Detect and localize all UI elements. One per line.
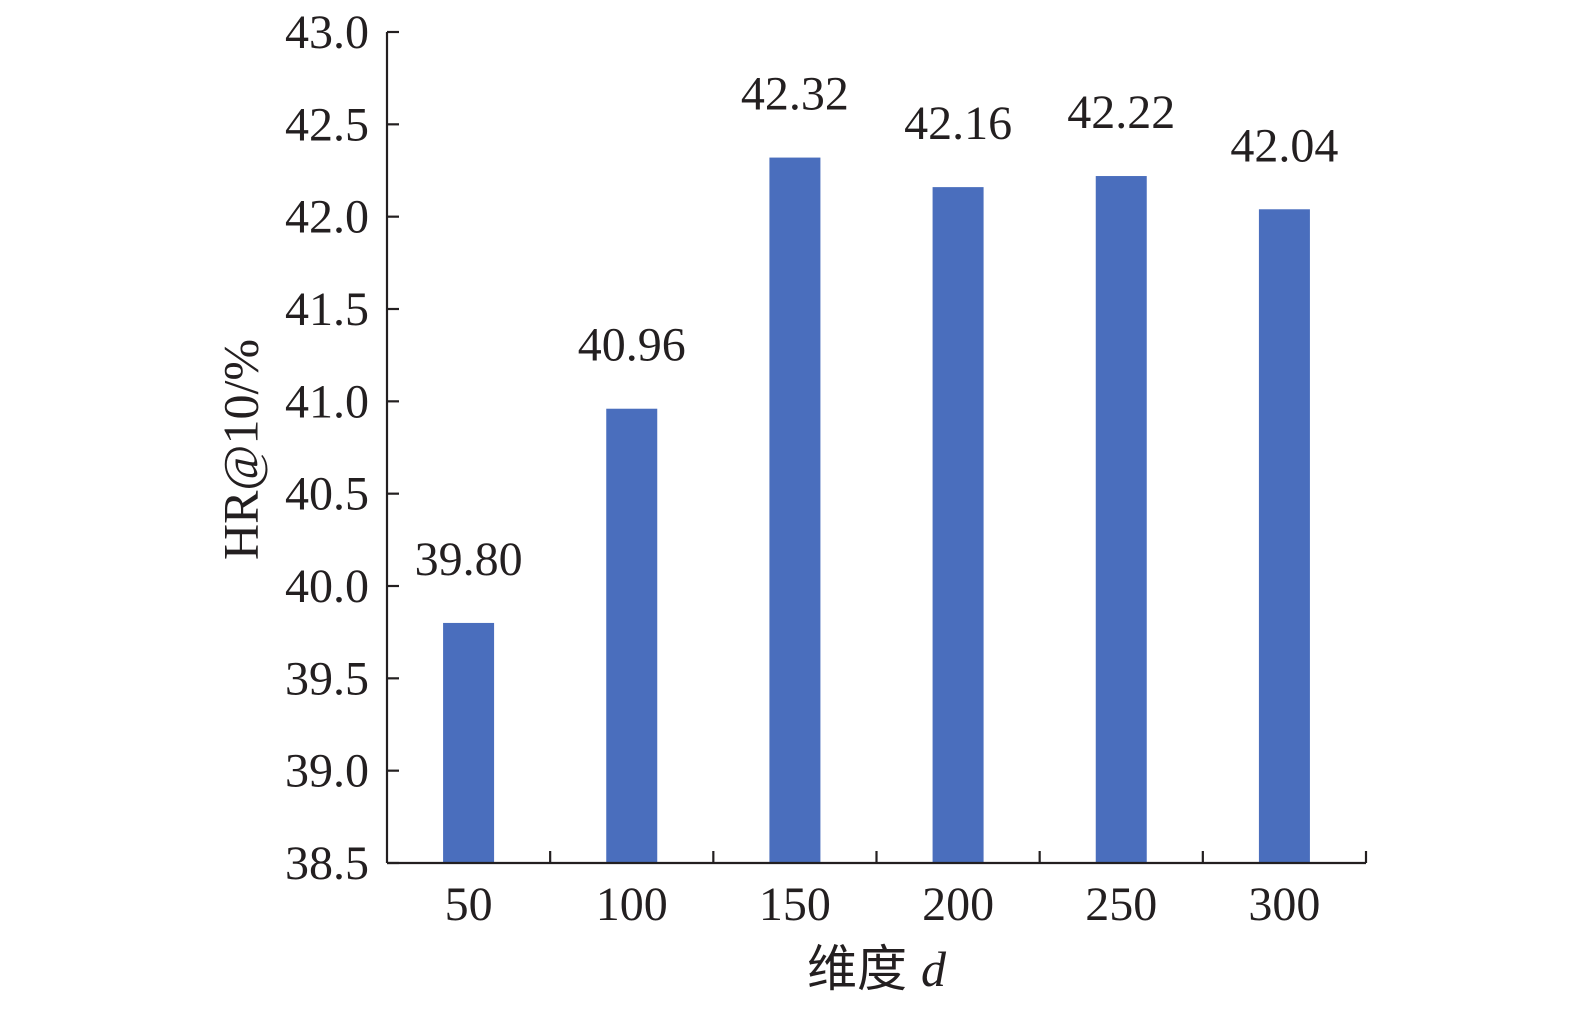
y-tick-label: 38.5 <box>285 837 369 890</box>
y-tick-label: 40.0 <box>285 560 369 613</box>
bar <box>606 408 658 863</box>
bar <box>932 187 984 863</box>
y-tick-label: 42.5 <box>285 98 369 151</box>
x-tick-label: 250 <box>1085 878 1157 931</box>
x-tick-label: 50 <box>445 878 493 931</box>
bar-value-label: 42.16 <box>904 97 1012 150</box>
x-tick-label: 150 <box>759 878 831 931</box>
y-tick-label: 42.0 <box>285 191 369 244</box>
x-axis-title: 维度 d <box>807 941 947 997</box>
x-tick-label: 100 <box>596 878 668 931</box>
bars-group <box>443 157 1310 864</box>
bar-value-label: 42.22 <box>1067 86 1175 139</box>
bar <box>1258 209 1310 863</box>
y-tick-label: 40.5 <box>285 468 369 521</box>
bar-value-label: 39.80 <box>415 533 523 586</box>
bar <box>769 157 821 863</box>
data-labels-group: 39.80 40.96 42.32 42.16 42.22 42.04 <box>415 68 1339 586</box>
y-tick-label: 41.0 <box>285 375 369 428</box>
bar-value-label: 42.04 <box>1230 119 1338 172</box>
bar-value-label: 40.96 <box>578 319 686 372</box>
x-axis-title-variable: d <box>921 941 947 997</box>
y-axis-title: HR@10/% <box>212 339 268 560</box>
y-tick-label: 39.5 <box>285 652 369 705</box>
y-tick-label: 43.0 <box>285 6 369 59</box>
y-tick-label: 39.0 <box>285 745 369 798</box>
x-tick-label: 300 <box>1248 878 1320 931</box>
y-tick-label: 41.5 <box>285 283 369 336</box>
x-axis-ticks: 50 100 150 200 250 300 <box>445 851 1368 931</box>
x-tick-label: 200 <box>922 878 994 931</box>
bar-value-label: 42.32 <box>741 68 849 121</box>
bar <box>443 622 495 863</box>
x-axis-title-text: 维度 <box>807 941 907 997</box>
bar <box>1095 176 1147 864</box>
y-axis-ticks: 38.5 39.0 39.5 40.0 40.5 41.0 41.5 42.0 42.5 43.0 <box>285 6 399 890</box>
